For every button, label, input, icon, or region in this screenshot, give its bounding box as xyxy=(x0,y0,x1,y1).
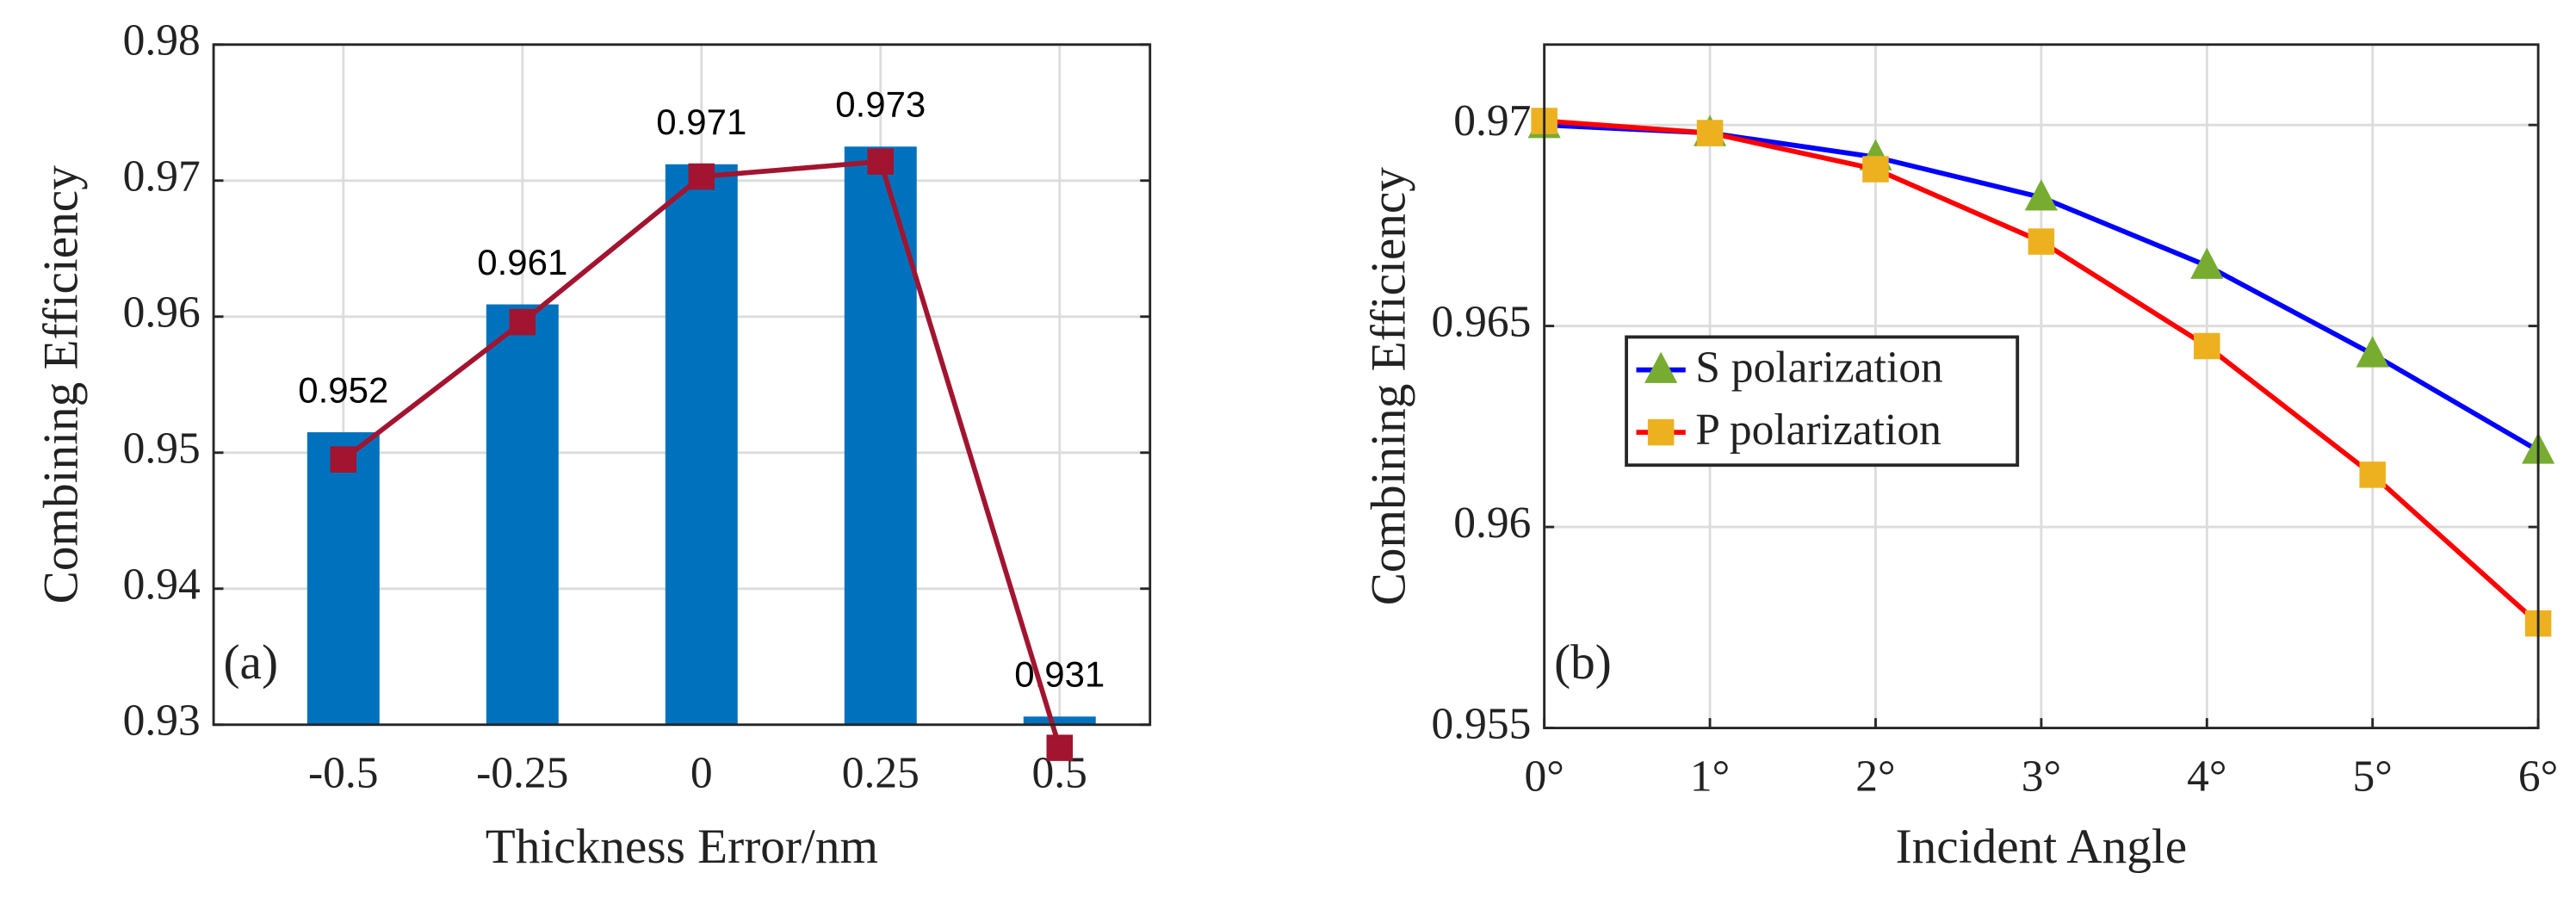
y-tick-label: 0.96 xyxy=(123,288,201,337)
marker xyxy=(1696,120,1724,146)
legend-label: S polarization xyxy=(1695,343,1943,392)
data-label: 0.931 xyxy=(1014,654,1105,695)
marker xyxy=(2356,336,2389,368)
marker xyxy=(688,163,715,190)
y-tick-label: 0.98 xyxy=(123,16,201,65)
marker xyxy=(2359,461,2386,488)
x-tick-label: 0° xyxy=(1524,752,1564,801)
x-tick-label: 2° xyxy=(1855,752,1895,801)
x-axis-label: Incident Angle xyxy=(1896,820,2188,874)
bar xyxy=(1023,716,1096,725)
bar xyxy=(307,432,380,725)
y-tick-label: 0.955 xyxy=(1431,699,1531,748)
marker xyxy=(330,446,357,473)
x-tick-label: 3° xyxy=(2022,752,2061,801)
x-tick-label: 1° xyxy=(1690,752,1730,801)
plot-frame xyxy=(212,43,1152,727)
legend-label: P polarization xyxy=(1695,406,1941,455)
x-tick-label: 5° xyxy=(2353,752,2393,801)
plot-frame xyxy=(1543,43,2540,730)
data-label: 0.952 xyxy=(298,369,388,410)
bar xyxy=(844,146,917,725)
annotation: (b) xyxy=(1554,635,1612,690)
x-tick-label: 6° xyxy=(2518,752,2558,801)
marker xyxy=(1647,418,1675,446)
y-tick-label: 0.97 xyxy=(123,152,201,201)
x-axis-label: Thickness Error/nm xyxy=(486,820,878,874)
y-tick-label: 0.96 xyxy=(1453,498,1531,548)
marker xyxy=(1862,156,1889,183)
marker xyxy=(1644,351,1678,383)
y-tick-label: 0.94 xyxy=(123,560,201,610)
y-axis-label: Combining Efficiency xyxy=(1361,167,1415,606)
bar xyxy=(486,304,559,725)
y-tick-label: 0.97 xyxy=(1453,96,1531,146)
x-tick-label: -0.5 xyxy=(308,749,379,798)
marker xyxy=(2028,228,2055,255)
marker xyxy=(2024,179,2058,211)
y-tick-label: 0.965 xyxy=(1431,297,1531,346)
bar xyxy=(665,164,738,725)
marker xyxy=(1046,734,1074,761)
annotation: (a) xyxy=(224,635,279,690)
marker xyxy=(2194,332,2220,360)
marker xyxy=(2190,247,2224,279)
x-tick-label: 4° xyxy=(2187,752,2226,801)
y-tick-label: 0.93 xyxy=(123,697,201,746)
x-tick-label: 0 xyxy=(690,749,713,798)
marker xyxy=(867,148,895,175)
x-tick-label: 0.25 xyxy=(842,749,920,798)
x-tick-label: -0.25 xyxy=(476,749,568,798)
data-label: 0.973 xyxy=(835,84,926,125)
marker xyxy=(509,308,536,336)
y-axis-label: Combining Efficiency xyxy=(34,165,88,604)
data-label: 0.971 xyxy=(656,102,746,142)
data-label: 0.961 xyxy=(477,242,567,282)
legend-box xyxy=(1625,335,2020,467)
y-tick-label: 0.95 xyxy=(123,424,201,474)
